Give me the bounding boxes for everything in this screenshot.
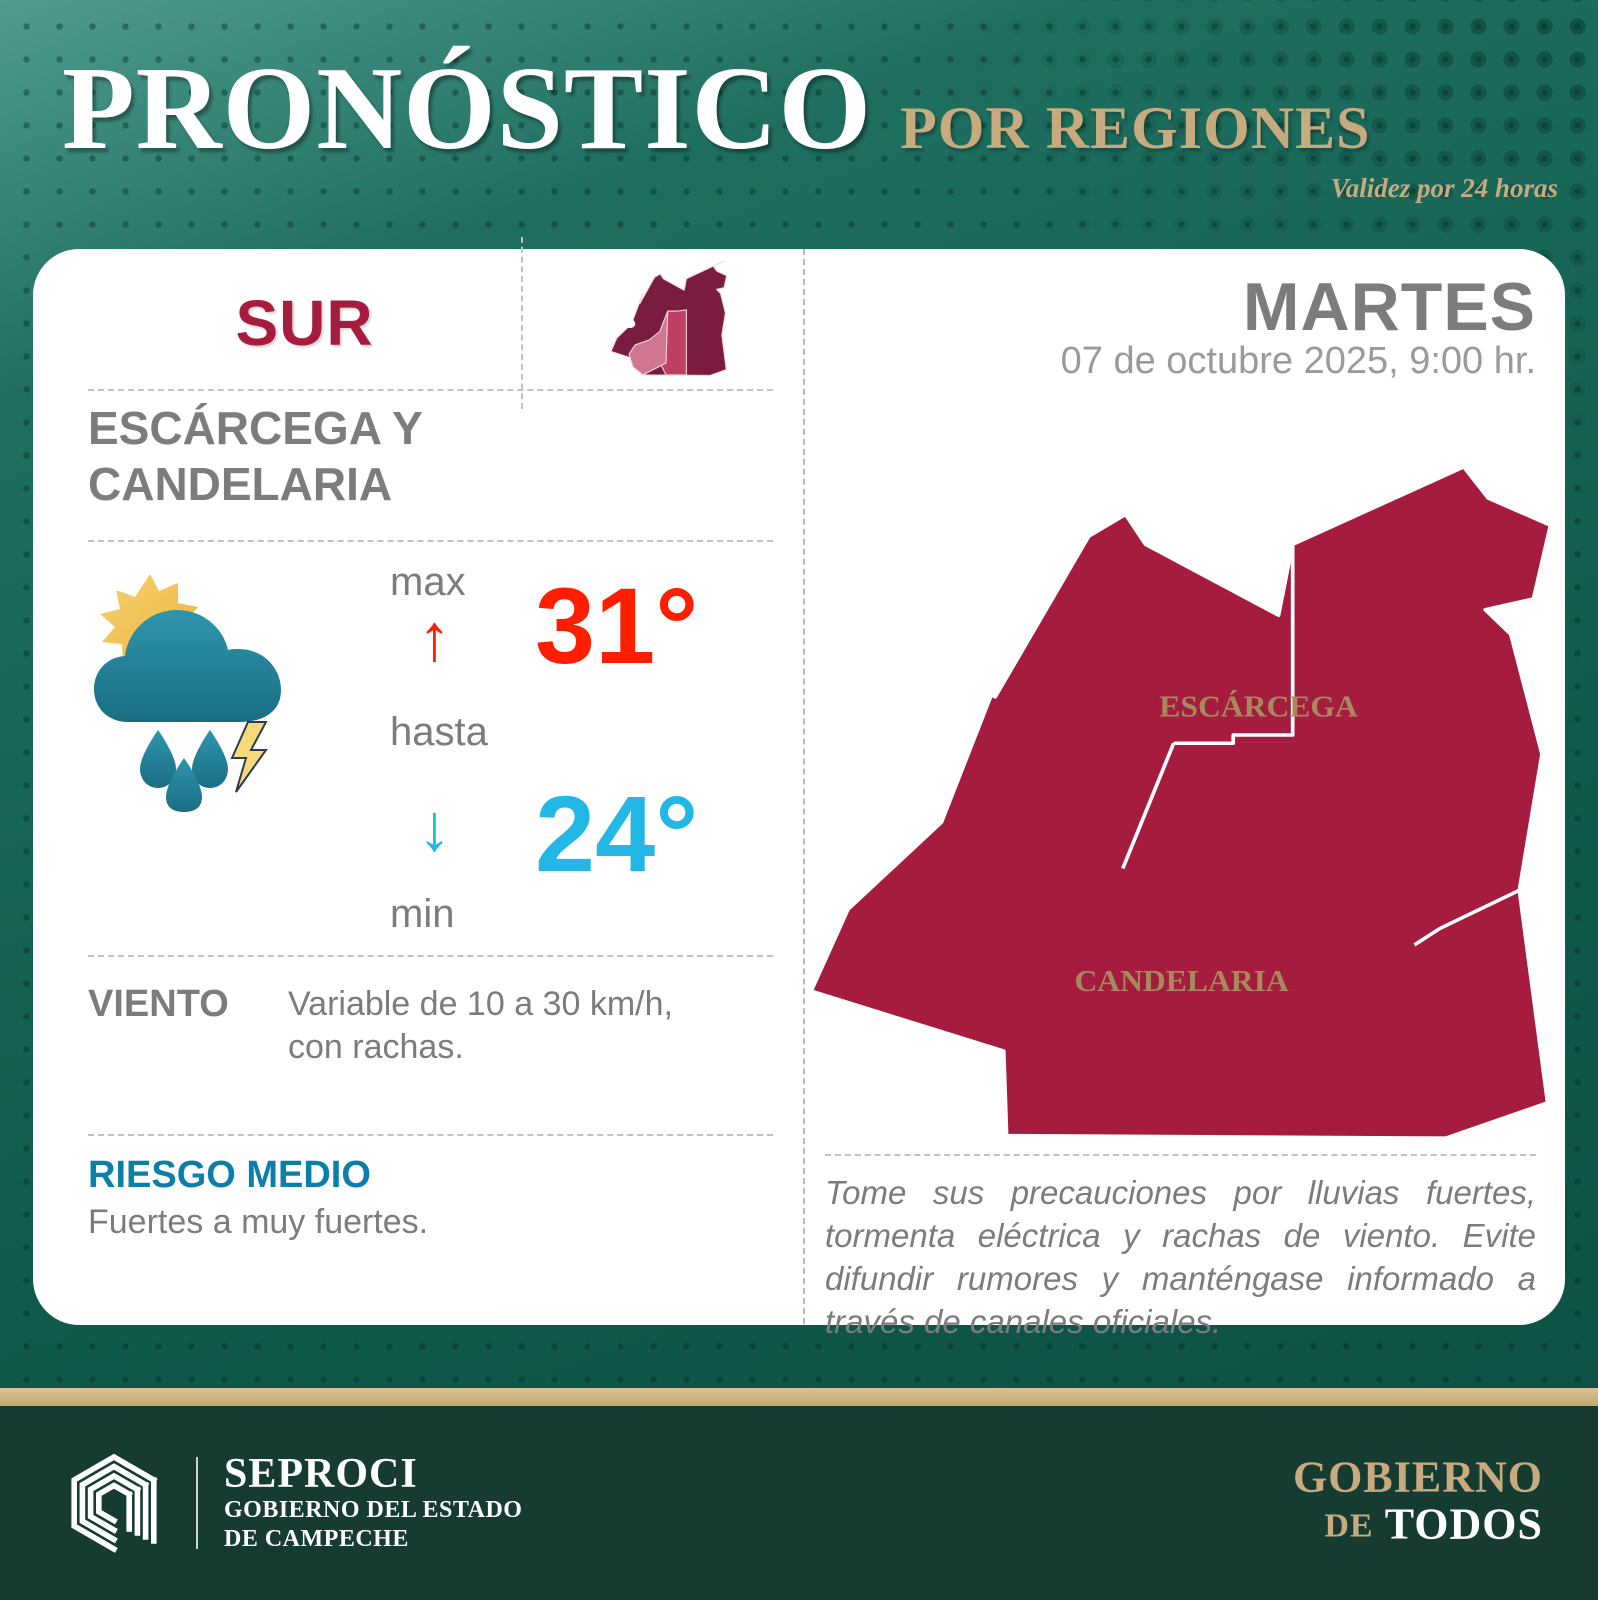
svg-text:ESCÁRCEGA: ESCÁRCEGA	[1159, 689, 1358, 723]
svg-text:CANDELARIA: CANDELARIA	[1074, 964, 1289, 998]
